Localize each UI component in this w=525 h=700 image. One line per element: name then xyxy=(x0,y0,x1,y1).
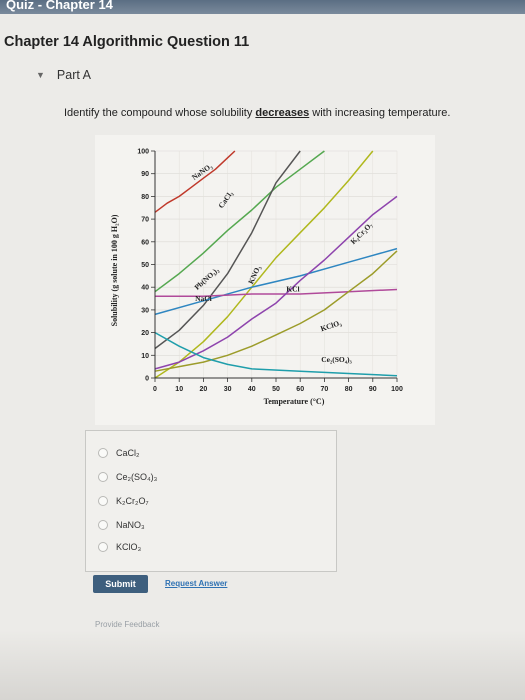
series-line xyxy=(154,150,236,213)
option-label: Ce₂(SO₄)₃ xyxy=(116,472,158,482)
x-tick-label: 50 xyxy=(272,386,280,393)
chart-series xyxy=(154,150,398,379)
question-emphasis: decreases xyxy=(255,107,310,119)
request-answer-link[interactable]: Request Answer xyxy=(165,579,228,588)
option-ce2so43[interactable]: Ce₂(SO₄)₃ xyxy=(98,472,157,482)
provide-feedback-link[interactable]: Provide Feedback xyxy=(95,620,160,629)
y-tick-label: 90 xyxy=(141,171,149,178)
series-line xyxy=(154,247,398,316)
series-label: KCl xyxy=(286,285,299,294)
y-tick-label: 40 xyxy=(141,285,149,292)
radio-button[interactable] xyxy=(98,520,108,530)
radio-button[interactable] xyxy=(98,496,108,506)
series-line xyxy=(154,250,398,372)
chart-background xyxy=(95,135,435,425)
option-cacl2[interactable]: CaCl₂ xyxy=(98,448,140,458)
page-title: Chapter 14 Algorithmic Question 11 xyxy=(4,34,250,50)
x-tick-label: 100 xyxy=(391,386,403,393)
y-tick-label: 30 xyxy=(141,307,149,314)
option-kclo3[interactable]: KClO₃ xyxy=(98,542,141,552)
option-label: CaCl₂ xyxy=(116,448,140,458)
quiz-header-strip: Quiz - Chapter 14 xyxy=(0,0,525,14)
answer-options-box: CaCl₂ Ce₂(SO₄)₃ K₂Cr₂O₇ NaNO₃ KClO₃ xyxy=(85,430,337,572)
series-label: Ce₂(SO₄)₃ xyxy=(321,355,352,364)
radio-button[interactable] xyxy=(98,542,108,552)
y-tick-label: 70 xyxy=(141,217,149,224)
submit-button[interactable]: Submit xyxy=(93,575,148,593)
x-tick-label: 40 xyxy=(248,386,256,393)
question-suffix: with increasing temperature. xyxy=(309,107,451,119)
x-tick-label: 70 xyxy=(321,386,329,393)
quiz-header-text: Quiz - Chapter 14 xyxy=(6,0,113,12)
question-text: Identify the compound whose solubility d… xyxy=(64,107,450,119)
option-k2cr2o7[interactable]: K₂Cr₂O₇ xyxy=(98,496,149,506)
x-tick-label: 30 xyxy=(224,386,232,393)
x-tick-label: 90 xyxy=(369,386,377,393)
series-line xyxy=(154,150,301,350)
part-a-header[interactable]: ▼ Part A xyxy=(36,68,91,82)
x-tick-label: 0 xyxy=(153,386,157,393)
y-tick-label: 100 xyxy=(137,149,149,156)
x-tick-label: 60 xyxy=(296,386,304,393)
caret-down-icon[interactable]: ▼ xyxy=(36,70,45,80)
bottom-shade xyxy=(0,630,525,700)
y-tick-label: 50 xyxy=(141,262,149,269)
x-tick-label: 20 xyxy=(200,386,208,393)
y-tick-label: 20 xyxy=(141,330,149,337)
y-tick-label: 80 xyxy=(141,194,149,201)
series-label: NaCl xyxy=(195,294,212,303)
x-tick-label: 10 xyxy=(175,386,183,393)
solubility-chart: 0 10 20 30 40 50 60 70 80 90 100 0 10 20 30 40 50 60 70 80 9… xyxy=(95,135,435,425)
x-axis-label: Temperature (°C) xyxy=(264,397,325,406)
option-label: K₂Cr₂O₇ xyxy=(116,496,149,506)
chart-axes: 0 10 20 30 40 50 60 70 80 90 100 0 10 20 30 40 50 60 70 80 9… xyxy=(110,149,403,407)
radio-button[interactable] xyxy=(98,448,108,458)
option-nano3[interactable]: NaNO₃ xyxy=(98,520,145,530)
series-line xyxy=(155,288,398,298)
y-tick-label: 0 xyxy=(145,376,149,383)
radio-button[interactable] xyxy=(98,472,108,482)
question-prefix: Identify the compound whose solubility xyxy=(64,107,256,119)
y-tick-label: 10 xyxy=(141,353,149,360)
series-line xyxy=(154,331,398,377)
part-label: Part A xyxy=(56,68,91,82)
series-line xyxy=(154,150,325,293)
y-tick-label: 60 xyxy=(141,239,149,246)
option-label: KClO₃ xyxy=(116,542,142,552)
y-axis-label: Solubility (g solute in 100 g H₂O) xyxy=(110,214,119,326)
x-tick-label: 80 xyxy=(345,386,353,393)
option-label: NaNO₃ xyxy=(116,520,145,530)
